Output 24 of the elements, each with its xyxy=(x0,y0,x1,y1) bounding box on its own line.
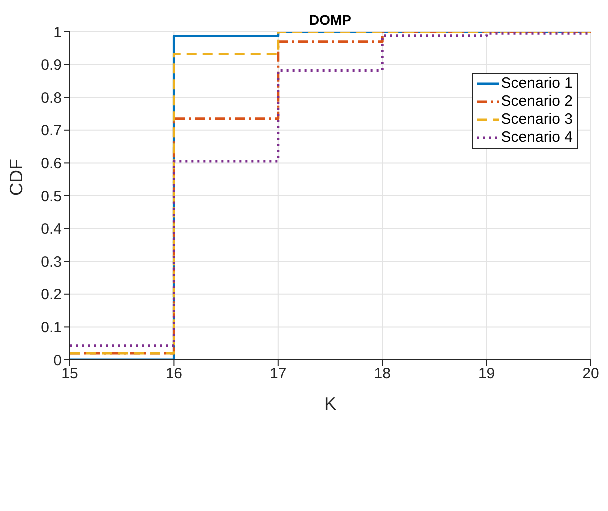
y-tick-label: 0 xyxy=(54,352,62,370)
x-axis-title: K xyxy=(324,394,337,414)
y-tick-label: 0.5 xyxy=(41,188,62,206)
x-tick-label: 16 xyxy=(166,366,183,383)
y-tick-label: 0.8 xyxy=(41,90,62,107)
x-tick-label: 15 xyxy=(62,366,78,383)
y-tick-label: 0.6 xyxy=(41,156,62,173)
y-axis-title: CDF xyxy=(6,159,26,196)
x-tick-label: 18 xyxy=(374,366,391,383)
x-tick-label: 17 xyxy=(270,366,287,383)
legend-label: Scenario 1 xyxy=(501,75,573,93)
legend-label: Scenario 4 xyxy=(501,129,573,147)
y-tick-label: 0.3 xyxy=(41,254,62,271)
legend-label: Scenario 3 xyxy=(501,111,573,129)
chart-title: DOMP xyxy=(308,12,352,28)
y-tick-label: 0.1 xyxy=(41,320,62,337)
y-tick-label: 1 xyxy=(54,24,62,42)
y-tick-label: 0.9 xyxy=(41,57,62,74)
y-tick-label: 0.4 xyxy=(41,221,62,238)
y-tick-label: 0.2 xyxy=(41,286,62,304)
y-tick-label: 0.7 xyxy=(41,122,62,140)
legend-label: Scenario 2 xyxy=(501,93,573,111)
x-tick-label: 19 xyxy=(478,366,496,383)
x-tick-label: 20 xyxy=(582,366,600,383)
